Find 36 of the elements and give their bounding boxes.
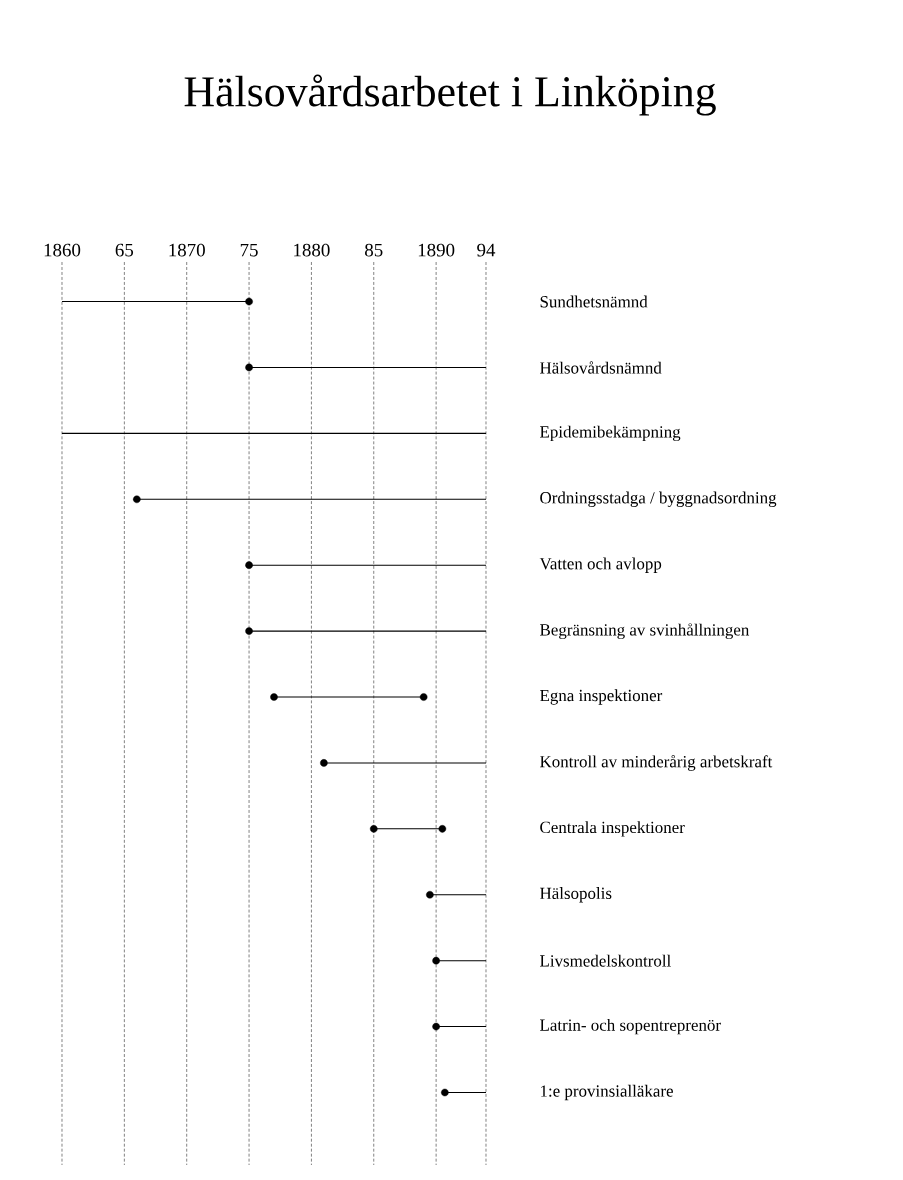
- y-tick-label: Begränsning av svinhållningen: [540, 623, 750, 640]
- y-tick-label: 1:e provinsialläkare: [541, 1084, 673, 1101]
- y-tick-label: Vatten och avlopp: [539, 557, 662, 573]
- x-tick-label: 85: [365, 243, 383, 257]
- x-tick-label: 94: [477, 243, 496, 257]
- point: [441, 1088, 449, 1097]
- point: [438, 825, 447, 833]
- point: [245, 363, 253, 372]
- chart-title: Hälsovårdsarbetet i Linköping: [184, 74, 716, 116]
- x-tick-label: 1870: [169, 243, 205, 257]
- y-tick-label: Livsmedelskontroll: [540, 954, 671, 967]
- x-tick-label: 1890: [418, 243, 455, 257]
- x-tick-label: 1860: [44, 243, 81, 257]
- y-tick-label: Hälsovårdsnämnd: [540, 361, 662, 374]
- point: [270, 693, 278, 701]
- x-tick-label: 65: [115, 243, 134, 257]
- point: [133, 495, 141, 504]
- point: [369, 825, 378, 833]
- point: [245, 297, 253, 306]
- point: [245, 561, 253, 569]
- y-tick-label: Sundhetsnämnd: [540, 295, 648, 308]
- y-tick-label: Latrin- och sopentreprenör: [540, 1018, 721, 1035]
- y-tick-label: Ordningsstadga / byggnadsordning: [540, 491, 777, 507]
- point: [426, 890, 434, 899]
- y-tick-label: Kontroll av minderårig arbetskraft: [540, 754, 773, 771]
- point: [419, 693, 428, 701]
- point: [245, 627, 253, 635]
- y-tick-label: Hälsopolis: [540, 887, 612, 903]
- y-tick-label: Centrala inspektioner: [540, 821, 685, 837]
- y-tick-label: Egna inspektioner: [540, 689, 663, 705]
- x-tick-label: 75: [240, 243, 258, 257]
- point: [432, 1022, 440, 1031]
- x-tick-label: 1880: [294, 243, 330, 257]
- point: [432, 956, 440, 965]
- y-tick-label: Epidemibekämpning: [540, 425, 681, 442]
- point: [320, 759, 328, 767]
